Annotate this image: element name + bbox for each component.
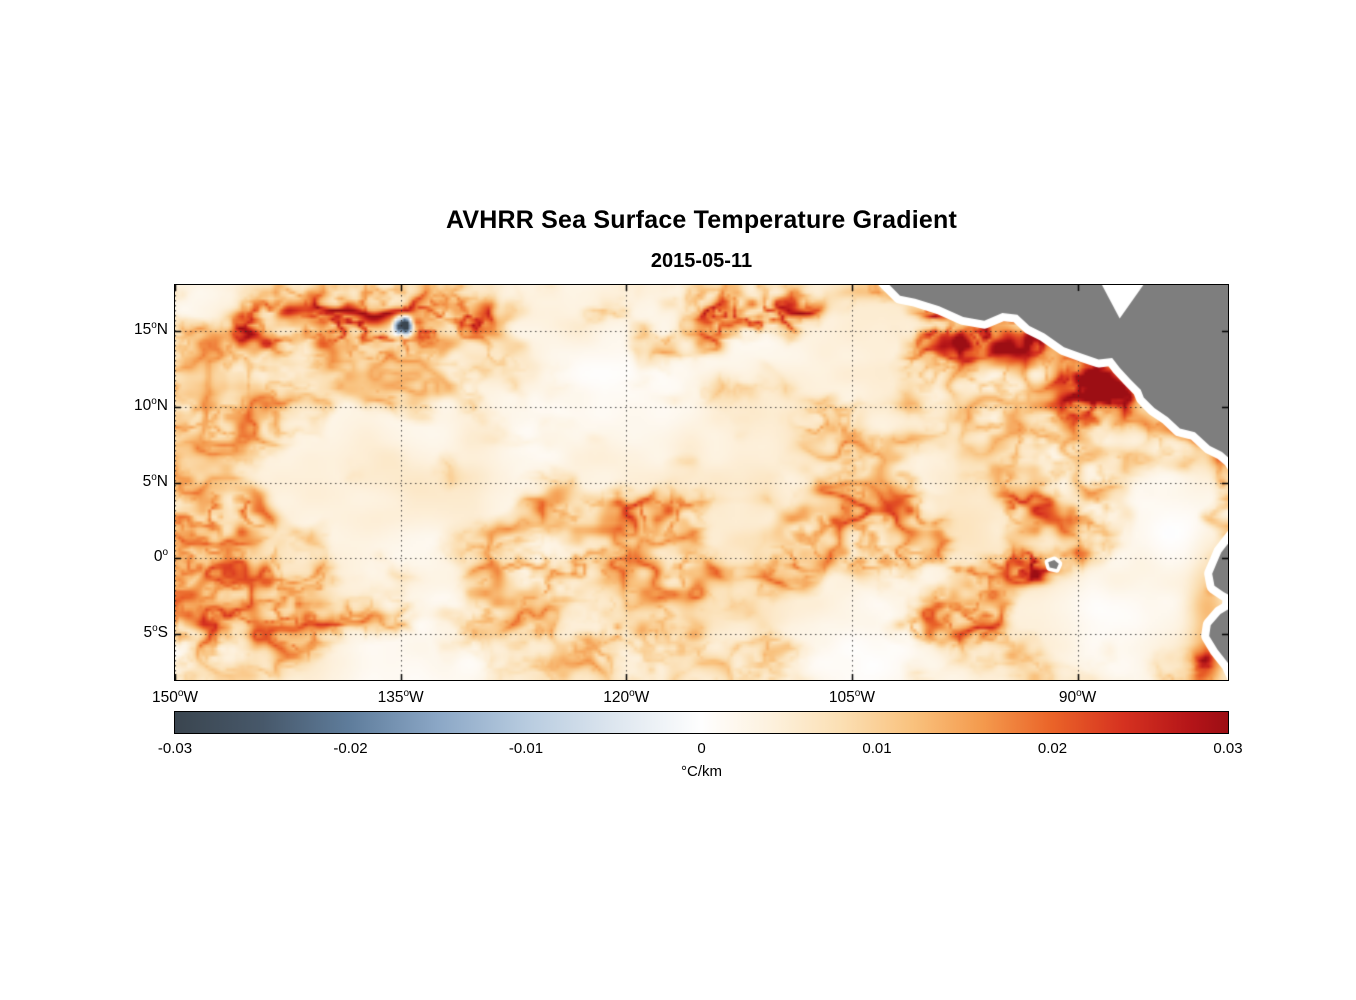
colorbar-tick-label: -0.01 (508, 740, 544, 757)
x-tick-label: 135oW (377, 687, 424, 706)
x-tick-label: 120oW (603, 687, 650, 706)
figure-title: AVHRR Sea Surface Temperature Gradient (446, 206, 957, 234)
y-tick-label: 5oN (142, 471, 168, 490)
colorbar-tick-label: 0.02 (1037, 740, 1068, 757)
x-tick-label: 90oW (1058, 687, 1097, 706)
map-overlay-land-grid (174, 284, 1228, 680)
y-tick-label: 10oN (133, 395, 168, 414)
colorbar-tick-label: 0 (697, 740, 706, 757)
colorbar-unit-label: °C/km (681, 763, 722, 780)
y-tick-label: 0o (153, 547, 168, 566)
colorbar-tick-label: 0.03 (1213, 740, 1243, 757)
x-tick-label: 105oW (828, 687, 875, 706)
figure-subtitle: 2015-05-11 (650, 250, 753, 272)
x-tick-label: 150oW (151, 687, 199, 706)
y-tick-label: 5oS (143, 623, 168, 642)
colorbar (174, 711, 1229, 734)
colorbar-tick-label: -0.02 (333, 740, 368, 757)
colorbar-tick-label: 0.01 (862, 740, 892, 757)
colorbar-tick-label: -0.03 (157, 740, 193, 757)
y-tick-label: 15oN (133, 319, 168, 338)
colorbar-gradient (175, 712, 1228, 733)
map-plot (173, 283, 1229, 681)
